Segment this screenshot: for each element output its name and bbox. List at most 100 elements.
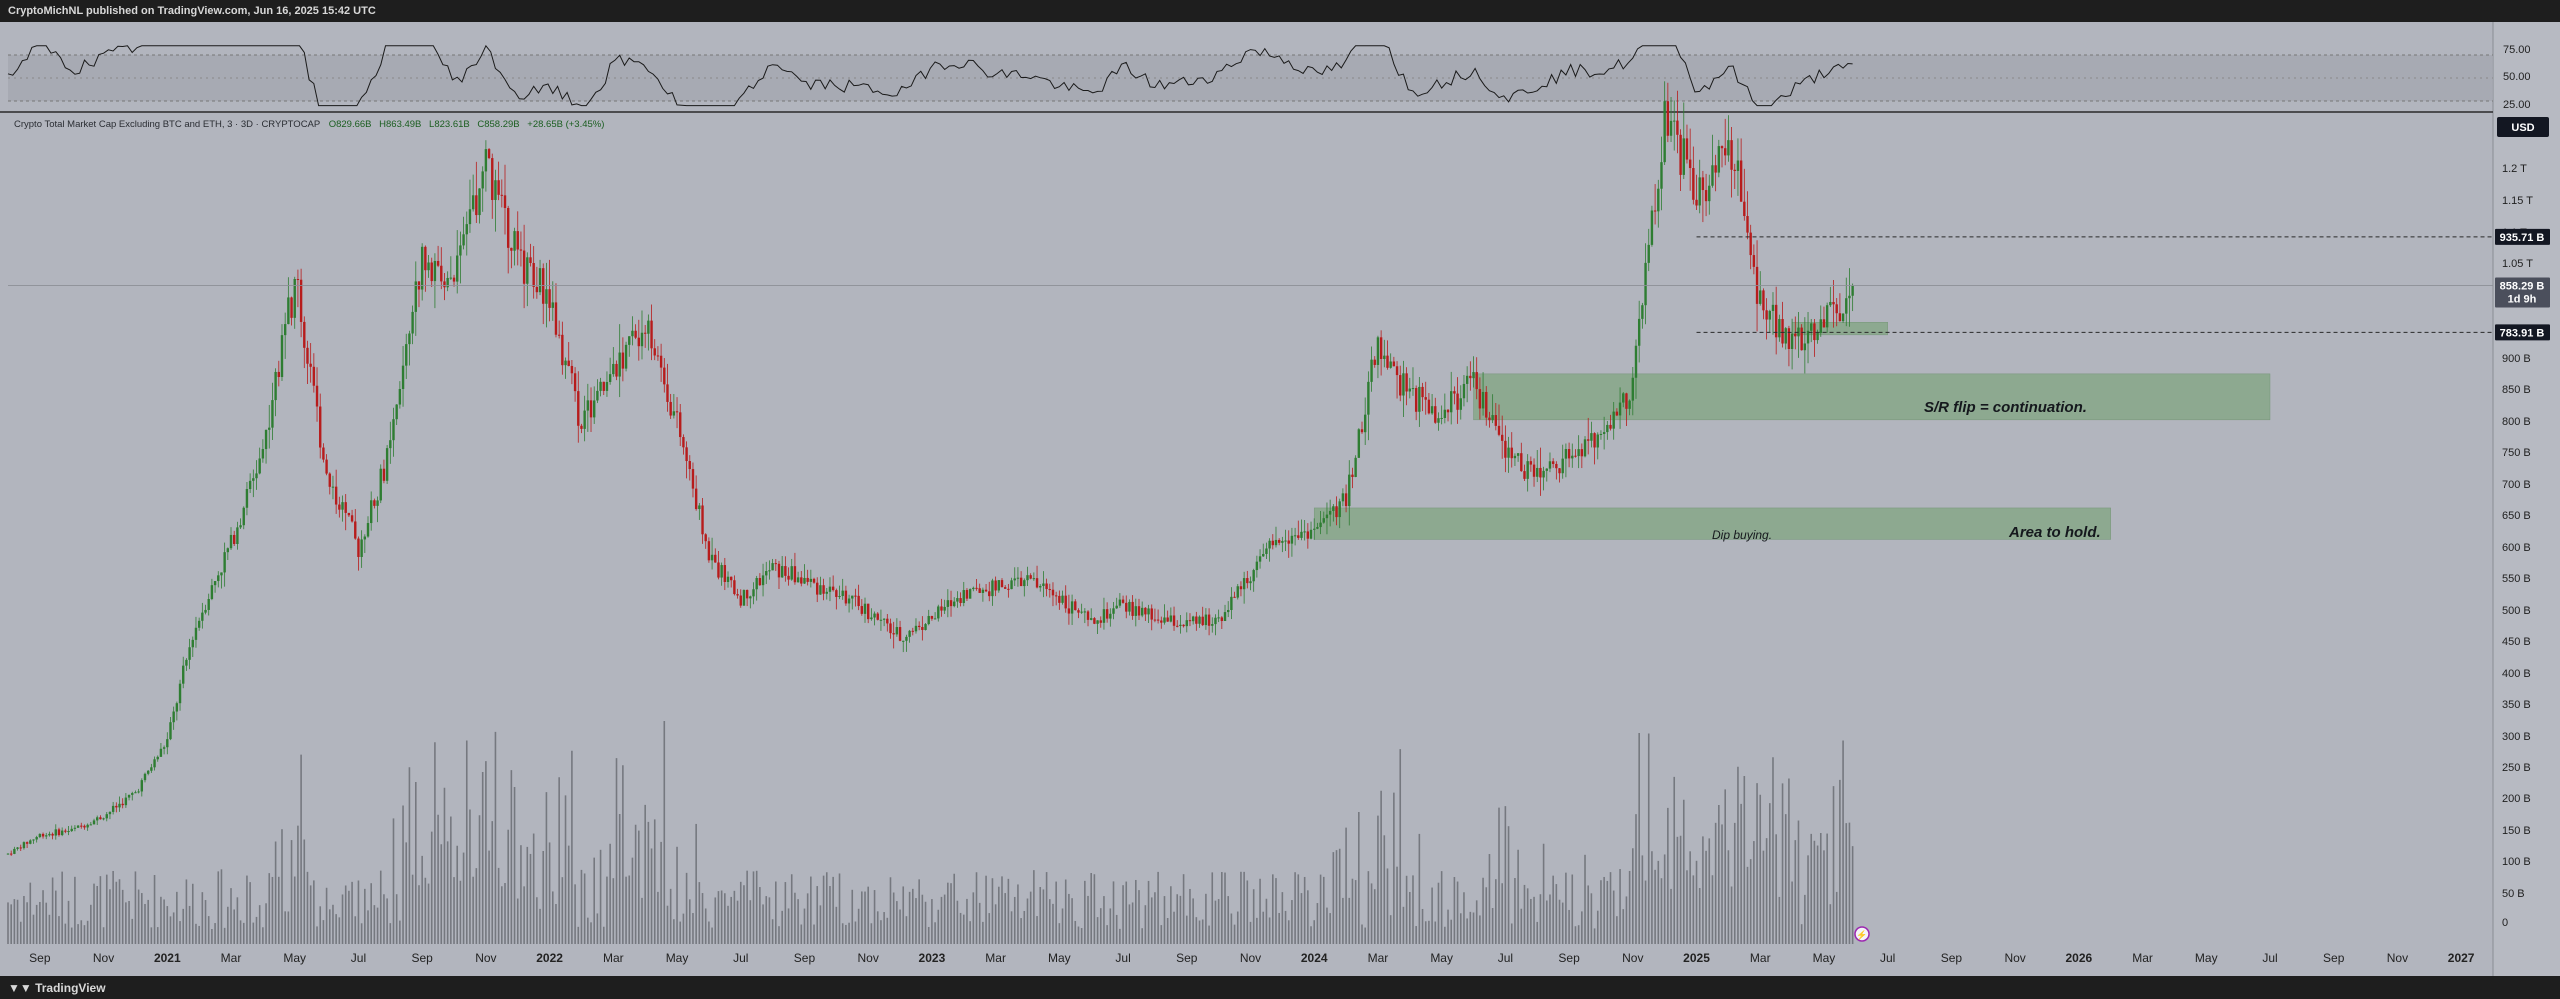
candle-body-342 (1096, 620, 1099, 624)
candle-body-393 (1258, 556, 1262, 562)
candle-body-560 (1790, 333, 1794, 350)
candle-body-210 (675, 411, 679, 413)
candle-body-146 (471, 195, 475, 210)
x-tick-18: Sep (1176, 951, 1198, 965)
currency-box[interactable] (2497, 117, 2549, 137)
candle-body-346 (1109, 613, 1112, 619)
candle-body-55 (182, 665, 185, 684)
candle-body-445 (1424, 397, 1427, 400)
candle-body-286 (917, 625, 921, 628)
candle-body-287 (921, 627, 924, 630)
candle-body-548 (1752, 255, 1756, 267)
chart-background (0, 22, 2560, 976)
candle-body-490 (1567, 449, 1571, 459)
candle-body-76 (248, 480, 252, 490)
price-chart[interactable]: 75.00 50.00 25.00 Crypto Total Market Ca… (0, 22, 2560, 976)
candle-body-70 (229, 534, 233, 549)
candle-body-479 (1532, 464, 1536, 477)
candle-body-550 (1759, 290, 1762, 304)
candle-body-397 (1271, 540, 1275, 546)
candle-body-404 (1293, 535, 1297, 537)
candle-body-434 (1389, 361, 1392, 368)
candle-body-41 (137, 791, 140, 793)
candle-body-282 (905, 636, 908, 641)
candle-body-437 (1399, 375, 1402, 396)
candle-body-72 (236, 527, 239, 544)
candle-body-106 (344, 502, 347, 513)
candle-body-256 (822, 585, 825, 594)
candle-body-88 (287, 297, 290, 325)
candle-body-78 (255, 473, 258, 479)
candle-body-447 (1430, 406, 1434, 414)
candle-body-453 (1450, 391, 1453, 413)
candle-body-400 (1281, 540, 1284, 543)
candle-body-311 (997, 580, 1001, 591)
x-tick-30: Sep (1941, 951, 1963, 965)
y-tick-14: 450 B (2502, 636, 2531, 648)
candle-body-457 (1462, 383, 1466, 399)
candle-body-208 (669, 401, 672, 416)
candle-body-413 (1322, 518, 1325, 523)
candle-body-125 (405, 344, 408, 366)
candle-body-475 (1520, 453, 1523, 472)
candle-body-526 (1682, 138, 1685, 175)
candle-body-198 (637, 337, 641, 347)
x-tick-7: Nov (475, 951, 496, 965)
replay-marker[interactable] (1854, 926, 1870, 942)
candle-body-531 (1698, 177, 1701, 206)
candle-body-102 (331, 486, 335, 488)
candle-body-31 (105, 814, 108, 819)
candle-body-62 (204, 609, 207, 613)
candle-body-353 (1131, 601, 1134, 616)
candle-body-280 (898, 627, 902, 641)
candle-body-460 (1472, 372, 1475, 379)
candle-body-79 (258, 458, 261, 474)
candle-body-186 (599, 381, 602, 391)
tradingview-logo[interactable]: ▼▼ TradingView (8, 981, 106, 995)
candle-body-306 (981, 589, 985, 593)
candle-body-229 (736, 594, 739, 596)
candle-body-322 (1032, 578, 1036, 580)
candle-body-570 (1822, 319, 1826, 328)
x-tick-33: Mar (2132, 951, 2153, 965)
candle-body-173 (557, 334, 561, 336)
symbol-name: Crypto Total Market Cap Excluding BTC an… (14, 119, 320, 130)
candle-body-373 (1195, 616, 1198, 624)
x-tick-3: Mar (221, 951, 242, 965)
candle-body-250 (803, 577, 806, 584)
candle-body-180 (580, 425, 583, 429)
candle-body-374 (1198, 616, 1201, 624)
candle-body-239 (768, 570, 771, 572)
candle-body-574 (1835, 304, 1838, 314)
candle-body-514 (1644, 262, 1647, 306)
candle-body-178 (573, 373, 577, 392)
candle-body-8 (32, 839, 35, 841)
candle-body-333 (1067, 608, 1071, 614)
candle-body-28 (96, 817, 99, 821)
rsi-tick-25: 25.00 (2503, 99, 2531, 111)
candle-body-426 (1363, 414, 1367, 433)
candle-body-295 (946, 600, 950, 607)
candle-body-303 (972, 587, 975, 590)
candle-body-298 (956, 598, 959, 602)
candle-body-410 (1313, 528, 1316, 530)
candle-body-338 (1083, 611, 1087, 613)
x-tick-10: May (666, 951, 689, 965)
candle-body-334 (1070, 601, 1074, 614)
candle-body-504 (1612, 411, 1615, 429)
candle-body-134 (433, 260, 437, 282)
candle-body-17 (60, 830, 64, 836)
price-label-box-2 (2495, 324, 2550, 341)
candle-body-387 (1239, 586, 1243, 590)
candle-body-207 (666, 384, 669, 402)
candle-body-73 (239, 525, 242, 528)
x-tick-35: Jul (2262, 951, 2277, 965)
x-tick-1: Nov (93, 951, 114, 965)
candle-body-343 (1099, 620, 1102, 623)
candle-body-58 (191, 639, 194, 648)
candle-body-141 (456, 255, 459, 282)
candle-body-183 (589, 400, 593, 418)
candle-body-312 (1000, 580, 1004, 588)
candle-body-483 (1545, 468, 1548, 471)
candle-body-120 (389, 440, 392, 449)
